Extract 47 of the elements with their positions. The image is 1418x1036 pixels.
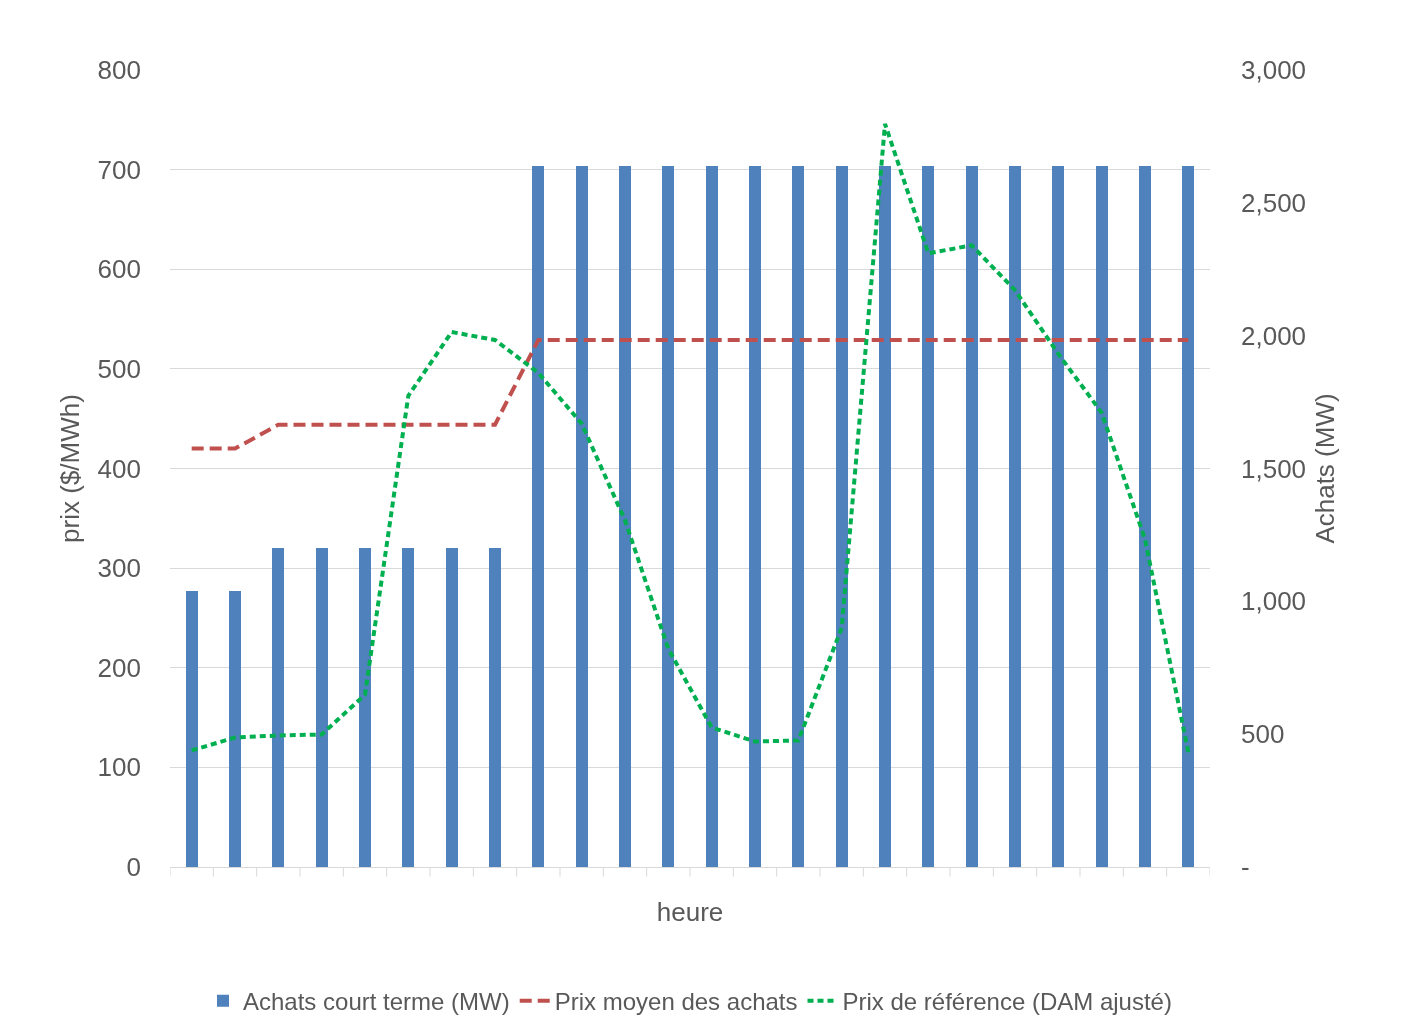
bar — [272, 548, 284, 867]
y2-tick-label: 500 — [1241, 719, 1285, 750]
bar — [749, 166, 761, 867]
y-tick-label: 0 — [126, 852, 141, 883]
bar — [359, 548, 371, 867]
y-tick-label: 100 — [97, 752, 141, 783]
bar — [402, 548, 414, 867]
y2-tick-label: 1,500 — [1241, 453, 1307, 484]
x-axis-title: heure — [656, 896, 724, 927]
bar — [1096, 166, 1108, 867]
y2-tick-label: 2,000 — [1241, 320, 1307, 351]
y2-tick-label: 2,500 — [1241, 187, 1307, 218]
y-axis-title: prix ($/MWh) — [55, 394, 86, 543]
bar — [619, 166, 631, 867]
y2-tick-label: - — [1241, 852, 1250, 883]
bar — [922, 166, 934, 867]
legend-label: Prix moyen des achats — [554, 988, 798, 1016]
bar — [662, 166, 674, 867]
bar — [576, 166, 588, 867]
y2-tick-label: 1,000 — [1241, 586, 1307, 617]
line-series — [189, 121, 1191, 755]
y-tick-label: 500 — [97, 353, 141, 384]
y-tick-label: 600 — [97, 254, 141, 285]
y2-tick-label: 3,000 — [1241, 55, 1307, 86]
bar — [1182, 166, 1194, 867]
bar — [966, 166, 978, 867]
legend-label: Prix de référence (DAM ajusté) — [842, 988, 1172, 1016]
y-tick-label: 200 — [97, 652, 141, 683]
bar — [446, 548, 458, 867]
bar — [1052, 166, 1064, 867]
bar — [489, 548, 501, 867]
bar — [229, 591, 241, 867]
y-tick-label: 700 — [97, 154, 141, 185]
bar — [836, 166, 848, 867]
legend-label: Achats court terme (MW) — [243, 988, 510, 1016]
y-tick-label: 300 — [97, 553, 141, 584]
bar — [316, 548, 328, 867]
y2-axis-title: Achats (MW) — [1309, 393, 1340, 544]
bar — [706, 166, 718, 867]
bar — [1139, 166, 1151, 867]
bar — [1009, 166, 1021, 867]
bar — [879, 166, 891, 867]
y-tick-label: 800 — [97, 55, 141, 86]
y-tick-label: 400 — [97, 453, 141, 484]
bar — [186, 591, 198, 867]
bar — [532, 166, 544, 867]
bar — [792, 166, 804, 867]
